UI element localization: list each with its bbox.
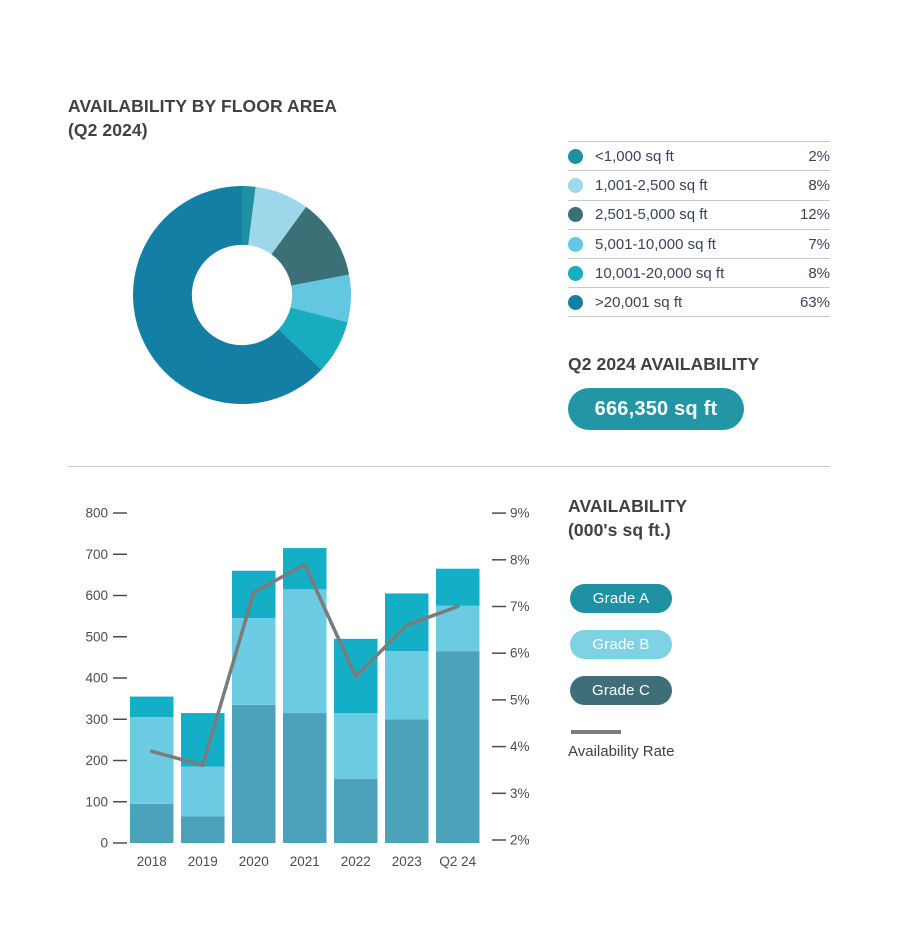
rate-line-swatch xyxy=(571,730,621,734)
floor-area-legend: <1,000 sq ft 2% 1,001-2,500 sq ft 8% 2,5… xyxy=(568,141,830,317)
bar-segment xyxy=(130,717,174,804)
legend-value: 8% xyxy=(808,176,830,194)
legend-row: >20,001 sq ft 63% xyxy=(568,287,830,317)
donut-slice xyxy=(278,307,348,370)
bar-segment xyxy=(436,651,480,843)
legend-label: >20,001 sq ft xyxy=(595,293,683,311)
legend-label: 5,001-10,000 sq ft xyxy=(595,235,716,253)
bar-segment xyxy=(181,816,225,843)
svg-text:2022: 2022 xyxy=(341,854,371,869)
legend-value: 8% xyxy=(808,264,830,282)
legend-label: <1,000 sq ft xyxy=(595,147,674,165)
legend-row: 10,001-20,000 sq ft 8% xyxy=(568,258,830,287)
grade-a-pill: Grade A xyxy=(570,584,672,613)
legend-row: 5,001-10,000 sq ft 7% xyxy=(568,228,830,258)
bar-segment xyxy=(232,704,276,843)
bar-heading-line2: (000's sq ft.) xyxy=(568,520,671,540)
donut-slice xyxy=(132,186,322,404)
bar-segment xyxy=(130,696,174,718)
svg-text:2018: 2018 xyxy=(137,854,167,869)
legend-dot xyxy=(568,265,583,281)
availability-badge: 666,350 sq ft xyxy=(568,388,744,430)
rate-line-label: Availability Rate xyxy=(568,743,675,760)
legend-dot xyxy=(568,148,583,164)
left-axis: 0 100 200 300 400 500 600 700 800 xyxy=(85,506,127,851)
svg-text:400: 400 xyxy=(85,671,108,686)
donut-slice xyxy=(271,206,350,286)
bar-segment xyxy=(385,719,429,843)
svg-text:9%: 9% xyxy=(510,506,530,521)
donut-title-line2: (Q2 2024) xyxy=(68,120,148,140)
grade-c-pill: Grade C xyxy=(570,676,672,705)
legend-dot xyxy=(568,236,583,252)
bar-segment xyxy=(283,589,327,714)
svg-text:600: 600 xyxy=(85,588,108,603)
svg-text:Q2 24: Q2 24 xyxy=(439,854,476,869)
legend-value: 63% xyxy=(799,293,830,311)
bar-section-heading: AVAILABILITY (000's sq ft.) xyxy=(568,494,687,542)
legend-label: 10,001-20,000 sq ft xyxy=(595,264,725,282)
legend-row: <1,000 sq ft 2% xyxy=(568,141,830,170)
x-axis-labels: 2018 2019 2020 2021 2022 2023 Q2 24 xyxy=(137,854,477,869)
bar-heading-line1: AVAILABILITY xyxy=(568,496,688,516)
legend-dot xyxy=(568,294,583,310)
bar-segment xyxy=(436,568,480,606)
svg-text:2021: 2021 xyxy=(290,854,320,869)
svg-text:200: 200 xyxy=(85,753,108,768)
donut-slice xyxy=(290,274,351,323)
svg-text:2023: 2023 xyxy=(392,854,422,869)
right-axis: 2% 3% 4% 5% 6% 7% 8% 9% xyxy=(492,506,530,848)
q2-availability-heading: Q2 2024 AVAILABILITY xyxy=(568,354,760,374)
bar-segment xyxy=(334,713,378,780)
bar-segment xyxy=(130,803,174,843)
floor-area-donut-chart xyxy=(132,186,351,404)
donut-slice xyxy=(242,186,256,246)
bar-segment xyxy=(334,779,378,843)
bars-group xyxy=(130,548,480,843)
legend-dot xyxy=(568,207,583,223)
svg-text:5%: 5% xyxy=(510,692,530,707)
legend-row: 2,501-5,000 sq ft 12% xyxy=(568,199,830,229)
grade-b-pill: Grade B xyxy=(570,630,672,659)
legend-label: 2,501-5,000 sq ft xyxy=(595,206,708,224)
legend-dot xyxy=(568,177,583,193)
donut-section-title: AVAILABILITY BY FLOOR AREA (Q2 2024) xyxy=(68,94,337,142)
svg-text:800: 800 xyxy=(85,506,108,521)
legend-row: 1,001-2,500 sq ft 8% xyxy=(568,170,830,199)
svg-text:2019: 2019 xyxy=(188,854,218,869)
svg-text:500: 500 xyxy=(85,629,108,644)
svg-text:0: 0 xyxy=(100,836,108,851)
bar-segment xyxy=(181,713,225,767)
svg-text:2%: 2% xyxy=(510,833,530,848)
svg-text:2020: 2020 xyxy=(239,854,269,869)
svg-text:4%: 4% xyxy=(510,739,530,754)
svg-text:100: 100 xyxy=(85,794,108,809)
svg-text:7%: 7% xyxy=(510,599,530,614)
svg-text:300: 300 xyxy=(85,712,108,727)
svg-text:3%: 3% xyxy=(510,786,530,801)
bar-segment xyxy=(385,651,429,720)
svg-text:6%: 6% xyxy=(510,646,530,661)
availability-bar-chart: 0 100 200 300 400 500 600 700 800 2% 3% 4% 5% 6% 7% 8% 9… xyxy=(85,506,530,870)
legend-value: 7% xyxy=(808,235,830,253)
donut-slice xyxy=(248,186,307,255)
svg-text:8%: 8% xyxy=(510,552,530,567)
section-divider xyxy=(68,466,830,467)
bar-segment xyxy=(181,766,225,817)
bar-segment xyxy=(232,618,276,705)
donut-title-line1: AVAILABILITY BY FLOOR AREA xyxy=(68,96,337,116)
legend-label: 1,001-2,500 sq ft xyxy=(595,176,708,194)
svg-text:700: 700 xyxy=(85,547,108,562)
availability-rate-line xyxy=(150,562,460,768)
legend-value: 12% xyxy=(799,206,830,224)
legend-value: 2% xyxy=(808,147,830,165)
bar-segment xyxy=(283,713,327,843)
